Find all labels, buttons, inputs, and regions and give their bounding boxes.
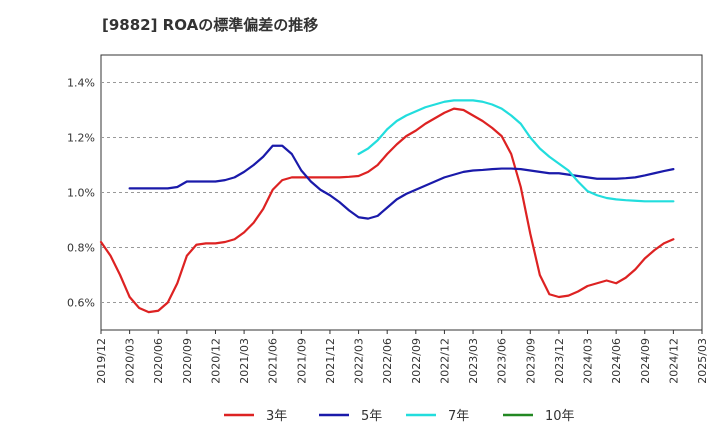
- x-tick-label: 2021/12: [324, 338, 337, 384]
- legend-label: 5年: [361, 409, 382, 424]
- x-tick-label: 2021/09: [295, 338, 308, 384]
- x-tick-label: 2022/06: [381, 338, 394, 384]
- x-tick-label: 2024/09: [639, 338, 652, 384]
- x-tick-label: 2021/06: [267, 338, 280, 384]
- legend-label: 7年: [448, 409, 469, 424]
- y-tick-label: 1.4%: [67, 77, 95, 90]
- x-tick-label: 2021/03: [238, 338, 251, 384]
- x-tick-label: 2024/03: [582, 338, 595, 384]
- x-tick-label: 2023/09: [524, 338, 537, 384]
- x-tick-label: 2019/12: [95, 338, 108, 384]
- legend-label: 3年: [266, 409, 287, 424]
- x-tick-label: 2024/12: [667, 338, 680, 384]
- x-tick-label: 2022/03: [353, 338, 366, 384]
- x-tick-label: 2025/03: [696, 338, 709, 384]
- x-tick-label: 2022/12: [438, 338, 451, 384]
- x-tick-label: 2020/09: [181, 338, 194, 384]
- x-tick-label: 2023/03: [467, 338, 480, 384]
- y-tick-label: 0.6%: [67, 297, 95, 310]
- x-tick-label: 2024/06: [610, 338, 623, 384]
- y-tick-label: 1.2%: [67, 132, 95, 145]
- x-tick-label: 2020/12: [209, 338, 222, 384]
- x-tick-label: 2022/09: [410, 338, 423, 384]
- x-tick-label: 2023/06: [496, 338, 509, 384]
- x-tick-label: 2020/06: [152, 338, 165, 384]
- y-tick-label: 1.0%: [67, 187, 95, 200]
- x-tick-label: 2023/12: [553, 338, 566, 384]
- legend-label: 10年: [545, 409, 575, 424]
- x-tick-label: 2020/03: [124, 338, 137, 384]
- series-line-7年: [357, 99, 675, 203]
- series-line-3年: [99, 107, 675, 314]
- series-line-5年: [128, 144, 675, 220]
- y-tick-label: 0.8%: [67, 242, 95, 255]
- chart-title: [9882] ROAの標準偏差の推移: [102, 16, 319, 34]
